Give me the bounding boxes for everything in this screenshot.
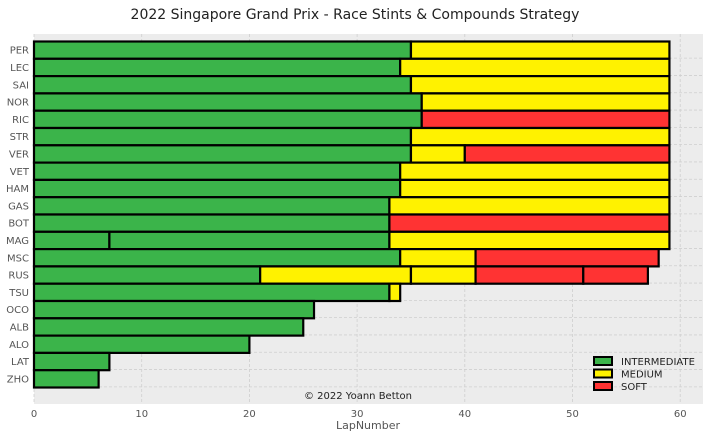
y-tick-label-ver: VER <box>9 149 29 160</box>
y-tick-label-mag: MAG <box>6 236 29 247</box>
stint-bar-bot-1 <box>32 213 391 233</box>
stint-bar-msc-1 <box>32 248 402 268</box>
stint-bar-mag-2 <box>108 230 391 251</box>
y-tick-label-lat: LAT <box>11 357 30 368</box>
y-tick-label-oco: OCO <box>6 305 29 316</box>
stint-bar-sai-2 <box>409 74 671 95</box>
stint-bar-nor-1 <box>32 92 423 112</box>
x-tick-label: 0 <box>31 409 37 420</box>
stint-bar-nor-2 <box>420 92 671 112</box>
x-axis-label: LapNumber <box>336 419 401 432</box>
y-tick-label-sai: SAI <box>13 80 29 91</box>
stint-bar-ver-1 <box>32 144 413 164</box>
stint-bars <box>32 40 671 389</box>
legend-label-soft: SOFT <box>621 382 648 393</box>
stint-bar-rus-2 <box>259 265 413 285</box>
stint-bar-bot-2 <box>388 213 671 233</box>
stint-bar-alb-1 <box>32 317 305 337</box>
stint-bar-rus-3 <box>409 265 477 285</box>
stint-bar-rus-4 <box>474 265 585 285</box>
copyright-annotation: © 2022 Yoann Betton <box>304 391 412 402</box>
y-tick-label-zho: ZHO <box>7 374 29 385</box>
y-tick-label-alb: ALB <box>10 322 29 333</box>
stint-bar-mag-3 <box>388 230 671 251</box>
y-tick-label-rus: RUS <box>8 271 29 282</box>
y-tick-label-alo: ALO <box>9 340 29 351</box>
y-tick-label-nor: NOR <box>7 98 29 109</box>
y-tick-label-ric: RIC <box>12 115 29 126</box>
x-tick-label: 50 <box>566 409 579 420</box>
y-tick-label-ham: HAM <box>6 184 29 195</box>
legend-swatch-intermediate <box>593 356 613 366</box>
legend-swatch-soft <box>593 381 613 391</box>
stint-bar-vet-1 <box>32 161 402 182</box>
stint-bar-gas-2 <box>388 196 671 216</box>
stint-bar-mag-1 <box>32 230 111 251</box>
legend-label-medium: MEDIUM <box>621 370 663 381</box>
x-tick-label: 60 <box>674 409 687 420</box>
stint-bar-alo-1 <box>32 334 251 355</box>
x-tick-label: 10 <box>135 409 148 420</box>
y-tick-label-str: STR <box>10 132 29 143</box>
y-tick-label-vet: VET <box>10 167 30 178</box>
stint-bar-lat-1 <box>32 351 111 372</box>
stint-bar-ver-3 <box>463 144 671 164</box>
legend-label-intermediate: INTERMEDIATE <box>621 357 695 368</box>
stint-bar-ric-2 <box>420 109 671 130</box>
y-tick-label-gas: GAS <box>8 201 29 212</box>
y-tick-label-msc: MSC <box>7 253 29 264</box>
x-tick-labels: 0 10 20 30 40 50 60 <box>31 409 687 420</box>
stint-bar-msc-3 <box>474 248 660 268</box>
stint-bar-ver-2 <box>409 144 466 164</box>
stint-bar-ric-1 <box>32 109 423 130</box>
stint-bar-oco-1 <box>32 299 316 320</box>
stint-bar-lec-1 <box>32 57 402 78</box>
stint-bar-gas-1 <box>32 196 391 216</box>
stint-bar-sai-1 <box>32 74 413 95</box>
x-tick-label: 20 <box>243 409 256 420</box>
stint-bar-lec-2 <box>399 57 671 78</box>
stint-bar-zho-1 <box>32 369 100 389</box>
stint-bar-ham-2 <box>399 178 671 199</box>
chart-title: 2022 Singapore Grand Prix - Race Stints … <box>131 7 580 23</box>
y-tick-label-bot: BOT <box>8 219 30 230</box>
y-tick-label-lec: LEC <box>10 63 29 74</box>
legend-swatch-medium <box>593 368 613 379</box>
stint-bar-per-2 <box>409 40 671 60</box>
stint-bar-per-1 <box>32 40 413 60</box>
stint-bar-rus-5 <box>582 265 649 285</box>
stint-bar-msc-2 <box>399 248 477 268</box>
y-tick-label-tsu: TSU <box>8 288 29 299</box>
stint-bar-str-2 <box>409 126 671 147</box>
x-tick-label: 40 <box>458 409 471 420</box>
stint-bar-tsu-1 <box>32 282 391 303</box>
y-tick-labels: PER LEC SAI NOR RIC STR VER VET HAM GAS BOT MAG MSC R… <box>6 46 30 386</box>
y-tick-label-per: PER <box>10 46 29 57</box>
stint-bar-vet-2 <box>399 161 671 182</box>
x-tick-label: 30 <box>351 409 364 420</box>
stint-bar-str-1 <box>32 126 413 147</box>
stint-bar-ham-1 <box>32 178 402 199</box>
stint-bar-rus-1 <box>32 265 262 285</box>
stint-bar-tsu-2 <box>388 282 402 303</box>
